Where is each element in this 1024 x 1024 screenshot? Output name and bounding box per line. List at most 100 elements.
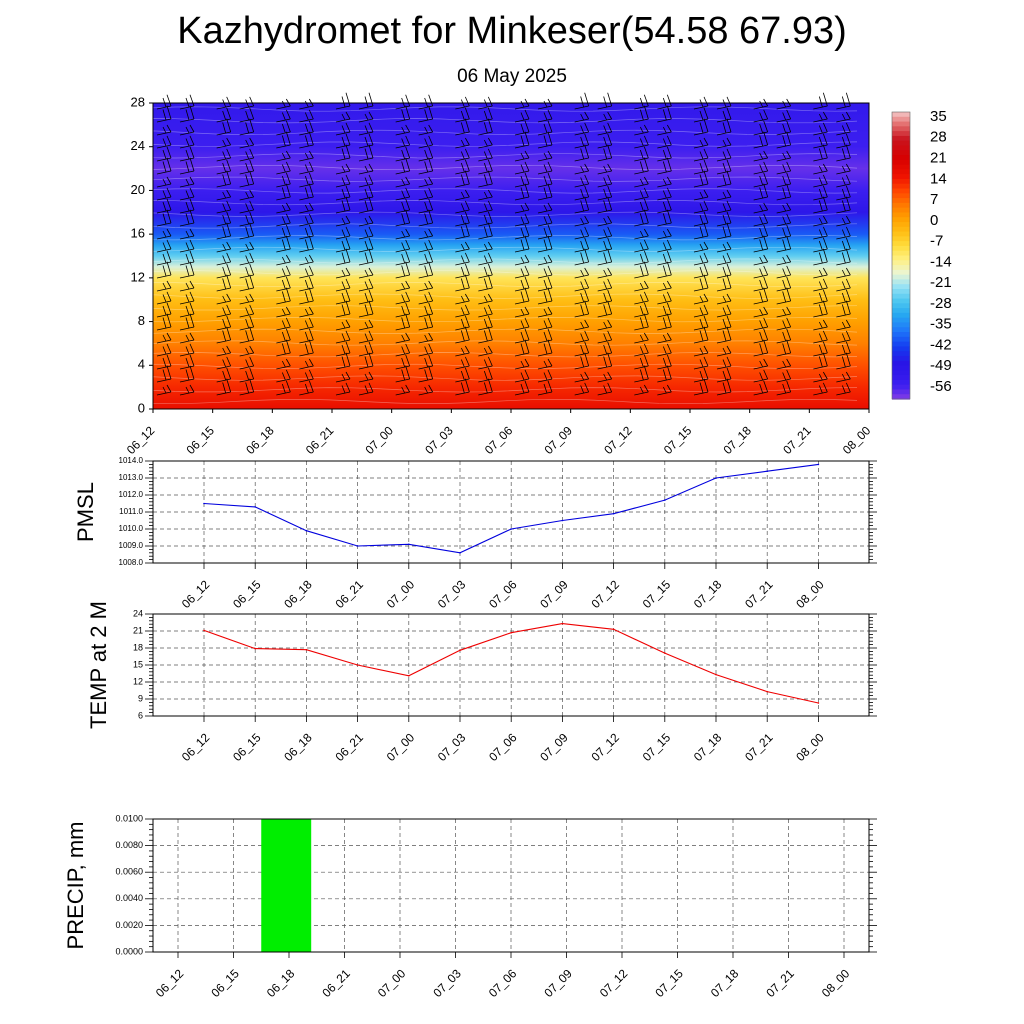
colorbar-band bbox=[892, 341, 910, 347]
pmsl-x-tick-label: 07_03 bbox=[435, 577, 469, 611]
wind-barb bbox=[335, 144, 351, 149]
wind-barb bbox=[299, 209, 314, 214]
wind-barb bbox=[716, 339, 732, 344]
wind-barb bbox=[299, 287, 314, 292]
wind-barb bbox=[813, 391, 828, 396]
wind-barb bbox=[634, 196, 649, 201]
wind-barb bbox=[597, 183, 612, 188]
colorbar-band bbox=[892, 236, 910, 242]
wind-barb bbox=[537, 183, 553, 188]
colorbar-band bbox=[892, 231, 910, 237]
colorbar-band bbox=[892, 174, 910, 180]
pmsl-point bbox=[408, 543, 410, 546]
wind-barb bbox=[395, 144, 410, 149]
wind-barb bbox=[634, 365, 649, 370]
pmsl-point bbox=[510, 528, 512, 530]
wind-barb bbox=[335, 378, 351, 383]
wind-barb bbox=[836, 352, 851, 357]
wind-barb bbox=[239, 248, 254, 253]
wind-barb bbox=[634, 378, 649, 383]
wind-barb bbox=[395, 287, 410, 292]
wind-barb bbox=[813, 105, 828, 110]
pmsl-x-tick-label: 07_12 bbox=[588, 577, 622, 611]
wind-barb bbox=[418, 274, 433, 279]
colorbar-band bbox=[892, 255, 910, 261]
colorbar-band bbox=[892, 260, 910, 266]
wind-barb bbox=[335, 352, 351, 357]
precip-x-tick-label: 06_12 bbox=[153, 966, 187, 1000]
colorbar-band bbox=[892, 155, 910, 161]
wind-barb bbox=[358, 118, 374, 123]
wind-barb bbox=[418, 157, 433, 162]
wind-barb bbox=[716, 144, 732, 149]
wind-barb bbox=[179, 196, 195, 201]
wind-barb bbox=[455, 274, 470, 279]
wind-barb bbox=[216, 339, 231, 344]
wind-barb bbox=[455, 105, 470, 110]
precip-y-tick-label: 0.0100 bbox=[115, 813, 143, 823]
wind-barb bbox=[693, 365, 709, 370]
temp-point bbox=[561, 622, 564, 625]
wind-barb bbox=[395, 248, 410, 253]
pmsl-grid bbox=[153, 461, 869, 563]
colorbar-band bbox=[892, 150, 910, 156]
wind-barb bbox=[776, 391, 791, 396]
wind-barb bbox=[693, 248, 709, 253]
precip-x-tick-label: 07_21 bbox=[763, 966, 797, 1000]
wind-barb bbox=[179, 287, 195, 292]
wind-barb bbox=[753, 287, 768, 292]
pmsl-point bbox=[254, 506, 256, 508]
pmsl-x-tick-label: 07_00 bbox=[384, 577, 418, 611]
wind-barb bbox=[156, 378, 172, 383]
wind-barb bbox=[514, 118, 530, 123]
wind-barb bbox=[776, 157, 791, 162]
wind-barb bbox=[478, 157, 493, 162]
wind-barb bbox=[216, 248, 231, 253]
wind-barb bbox=[753, 131, 768, 136]
pmsl-point bbox=[664, 499, 666, 501]
wind-barb bbox=[299, 157, 314, 162]
precip-x-tick-label: 07_06 bbox=[486, 966, 520, 1000]
wind-barb bbox=[597, 274, 612, 279]
colorbar-band bbox=[892, 135, 910, 142]
wind-barb bbox=[418, 118, 433, 123]
precip-x-tick-label: 07_18 bbox=[708, 966, 742, 1000]
wind-barb bbox=[776, 222, 791, 227]
wind-barb bbox=[693, 274, 709, 279]
wind-barb bbox=[693, 326, 709, 331]
wind-barb bbox=[276, 248, 291, 253]
wind-barb bbox=[753, 378, 768, 383]
wind-barb bbox=[276, 261, 291, 266]
colorbar-band bbox=[892, 188, 910, 194]
pmsl-point bbox=[305, 529, 308, 532]
wind-barb bbox=[537, 157, 553, 162]
colorbar-band bbox=[892, 317, 910, 324]
wind-barb bbox=[418, 222, 433, 227]
wind-barb bbox=[216, 352, 231, 357]
wind-barb bbox=[753, 118, 768, 123]
wind-barb bbox=[597, 105, 612, 110]
wind-barb bbox=[753, 313, 768, 318]
wind-barb bbox=[216, 144, 231, 149]
wind-barb bbox=[634, 131, 649, 136]
wind-barb bbox=[813, 131, 828, 136]
wind-barb bbox=[574, 274, 589, 279]
wind-barb bbox=[657, 196, 672, 201]
wind-barb bbox=[836, 183, 851, 188]
wind-barb bbox=[657, 378, 672, 383]
colorbar-band bbox=[892, 198, 910, 204]
wind-barb bbox=[693, 352, 709, 357]
wind-barb bbox=[299, 365, 314, 370]
temp-y-tick-label: 12 bbox=[133, 676, 143, 686]
precip-y-tick-label: 0.0020 bbox=[115, 920, 143, 930]
wind-barb bbox=[813, 339, 828, 344]
colorbar-band bbox=[892, 121, 910, 127]
wind-barb bbox=[836, 170, 851, 175]
wind-barb bbox=[693, 196, 709, 201]
wind-barb bbox=[836, 105, 851, 110]
temp-x-tick-label: 07_18 bbox=[691, 730, 725, 764]
wind-barb bbox=[574, 339, 589, 344]
wind-barb bbox=[776, 183, 791, 188]
wind-barb bbox=[478, 300, 493, 305]
wind-barb bbox=[299, 105, 314, 110]
